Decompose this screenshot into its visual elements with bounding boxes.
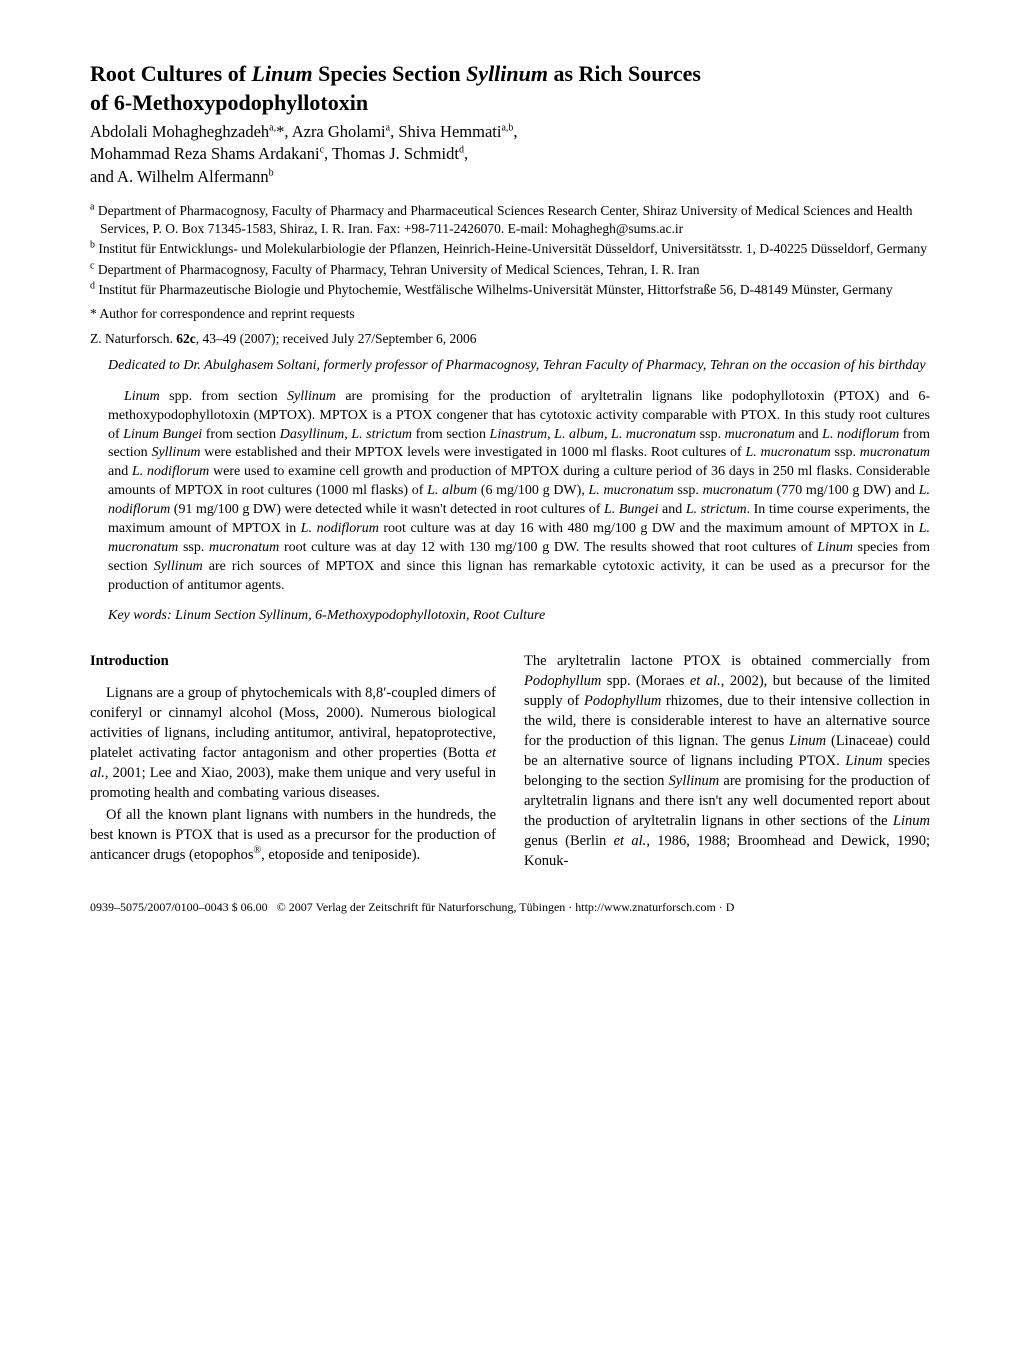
- introduction-heading: Introduction: [90, 651, 496, 671]
- affiliation-a: a Department of Pharmacognosy, Faculty o…: [100, 202, 930, 238]
- column-right: The aryltetralin lactone PTOX is obtaine…: [524, 651, 930, 873]
- article-title: Root Cultures of Linum Species Section S…: [90, 60, 930, 117]
- intro-paragraph-1: Lignans are a group of phytochemicals wi…: [90, 683, 496, 803]
- body-columns: Introduction Lignans are a group of phyt…: [90, 651, 930, 873]
- corresponding-author: * Author for correspondence and reprint …: [90, 305, 930, 324]
- journal-citation: Z. Naturforsch. 62c, 43–49 (2007); recei…: [90, 330, 930, 349]
- affiliation-c: c Department of Pharmacognosy, Faculty o…: [100, 261, 930, 279]
- affiliation-d: d Institut für Pharmazeutische Biologie …: [100, 281, 930, 299]
- affiliation-b: b Institut für Entwicklungs- und Molekul…: [100, 240, 930, 258]
- abstract: Linum spp. from section Syllinum are pro…: [108, 388, 930, 596]
- page-footer: 0939–5075/2007/0100–0043 $ 06.00 © 2007 …: [90, 899, 930, 916]
- dedication: Dedicated to Dr. Abulghasem Soltani, for…: [108, 357, 930, 376]
- keywords: Key words: Linum Section Syllinum, 6-Met…: [108, 606, 930, 626]
- intro-paragraph-2: Of all the known plant lignans with numb…: [90, 805, 496, 865]
- authors: Abdolali Mohagheghzadeha,*, Azra Gholami…: [90, 121, 930, 188]
- intro-paragraph-continued: The aryltetralin lactone PTOX is obtaine…: [524, 651, 930, 871]
- column-left: Introduction Lignans are a group of phyt…: [90, 651, 496, 873]
